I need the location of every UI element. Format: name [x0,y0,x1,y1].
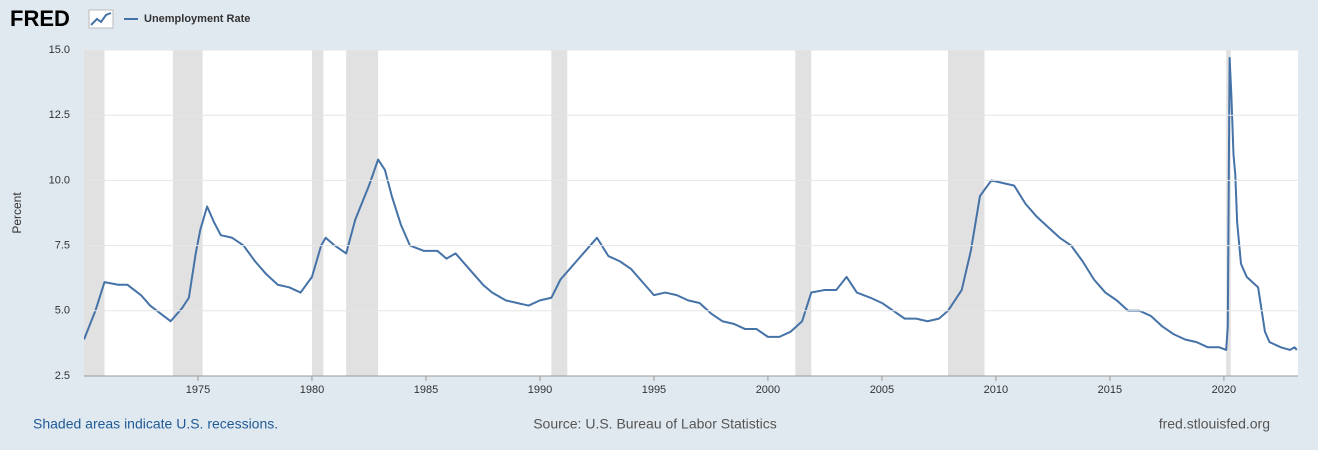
recession-band [311,50,324,376]
x-tick-label: 2010 [984,384,1008,396]
y-tick-label: 7.5 [55,240,70,252]
x-tick-label: 1995 [642,384,666,396]
recession-note: Shaded areas indicate U.S. recessions. [33,416,278,432]
x-tick-label: 2020 [1212,384,1236,396]
x-tick-label: 1985 [414,384,438,396]
y-axis-label: Percent [10,192,24,234]
x-tick-label: 1990 [528,384,552,396]
y-tick-label: 5.0 [55,305,70,317]
x-tick-label: 2000 [756,384,780,396]
plot-area [84,50,1298,376]
site: fred.stlouisfed.org [1159,416,1270,432]
legend-label: Unemployment Rate [144,13,250,25]
y-tick-label: 2.5 [55,370,70,382]
y-tick-label: 12.5 [49,109,70,121]
y-tick-label: 15.0 [49,44,70,56]
x-tick-label: 2005 [870,384,894,396]
x-tick-label: 1975 [186,384,210,396]
recession-band [948,50,985,376]
recession-band [795,50,812,376]
source: Source: U.S. Bureau of Labor Statistics [533,416,777,432]
recession-band [172,50,203,376]
x-tick-label: 2015 [1098,384,1122,396]
x-tick-label: 1980 [300,384,324,396]
y-tick-label: 10.0 [49,174,70,186]
logo-icon [88,9,114,29]
recession-band [551,50,568,376]
data-line [84,56,1298,351]
logo: FRED [10,6,70,31]
recession-band [346,50,379,376]
recession-band [84,50,105,376]
